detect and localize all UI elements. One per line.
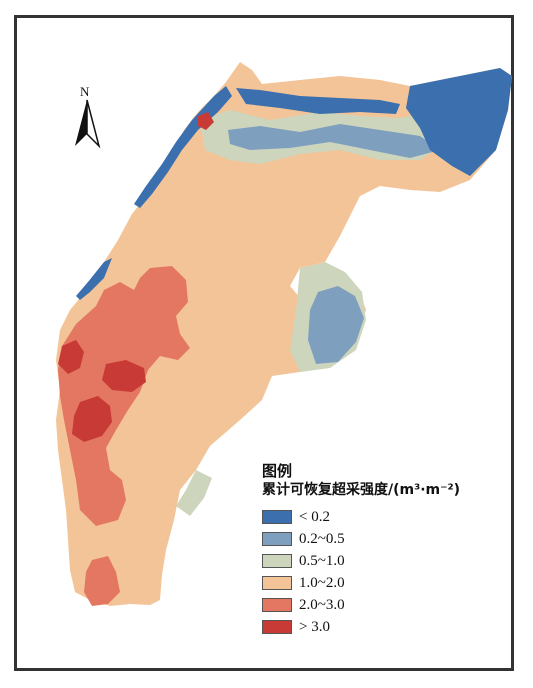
legend-title: 图例 [262,462,293,480]
region-0.2-0.5-east [308,286,364,364]
legend-swatch [262,620,292,634]
legend-subtitle: 累计可恢复超采强度/(m³·m⁻²) [262,482,461,498]
legend-label: 0.2~0.5 [299,530,345,547]
legend-swatch [262,598,292,612]
legend-item: 0.5~1.0 [262,550,460,572]
legend-label: 0.5~1.0 [299,552,345,569]
legend-label: < 0.2 [299,508,330,525]
legend-swatch [262,532,292,546]
region-2.0-3.0-west [58,266,190,526]
region-base [56,62,512,606]
region-0.5-1.0-south [176,470,212,516]
region-2.0-3.0-south [84,556,120,606]
legend-swatch [262,510,292,524]
legend-item: < 0.2 [262,506,460,528]
region-gt-3.0-d [198,112,214,130]
region-lt-0.2-northeast [406,68,512,176]
legend-label: 2.0~3.0 [299,596,345,613]
region-lt-0.2-west [76,258,112,300]
region-gt-3.0-a [58,340,84,374]
legend-item: 1.0~2.0 [262,572,460,594]
legend: 图例 累计可恢复超采强度/(m³·m⁻²) < 0.2 0.2~0.5 0.5~… [262,462,460,638]
legend-item: 0.2~0.5 [262,528,460,550]
north-label: N [80,84,90,99]
region-gt-3.0-c [72,396,112,442]
legend-label: > 3.0 [299,618,330,635]
legend-item: 2.0~3.0 [262,594,460,616]
legend-swatch [262,576,292,590]
region-lt-0.2-north [236,88,400,114]
legend-item: > 3.0 [262,616,460,638]
region-0.2-0.5-north [228,124,440,158]
legend-label: 1.0~2.0 [299,574,345,591]
legend-swatch [262,554,292,568]
north-arrow-icon [75,99,101,149]
region-gt-3.0-b [102,360,146,392]
